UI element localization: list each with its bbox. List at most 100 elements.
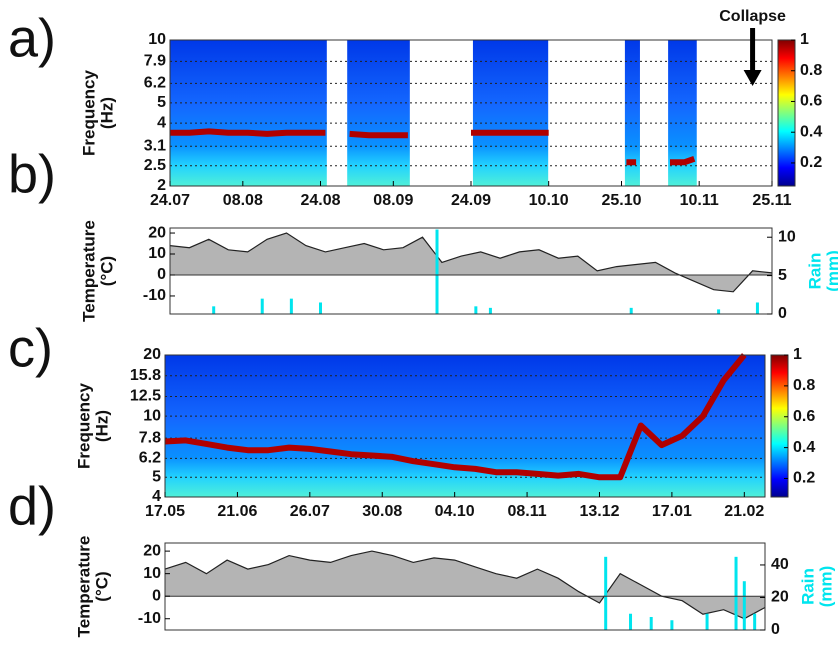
y-tick-label: 7.8 (139, 429, 161, 446)
panel-label: b) (8, 144, 56, 204)
rain-bar (705, 613, 709, 630)
axis-label: Rain (805, 253, 824, 290)
rain-bar (742, 581, 746, 630)
rain-bar (604, 556, 608, 630)
y-tick-label: 4 (152, 488, 161, 505)
panel-label: d) (8, 476, 56, 536)
y-tick-label: 12.5 (130, 388, 161, 405)
x-tick-label: 08.09 (373, 192, 413, 209)
x-tick-label: 17.01 (652, 503, 692, 520)
spectrogram-segment (624, 40, 640, 186)
y-tick-label: -10 (143, 287, 166, 304)
temperature-line (169, 232, 773, 293)
rain-bar (717, 309, 721, 314)
y-tick-label: 20 (148, 224, 166, 241)
x-tick-label: 24.09 (451, 192, 491, 209)
y-tick-label: -10 (138, 610, 161, 627)
plot-frame (169, 227, 773, 315)
colorbar-tick-label: 0.2 (800, 154, 822, 171)
rain-bar (649, 616, 653, 630)
panel-label: c) (8, 318, 53, 378)
axis-label: (°C) (97, 256, 116, 286)
y-tick-label: 6.2 (144, 75, 166, 92)
x-tick-label: 24.08 (300, 192, 340, 209)
y-tick-label: 0 (152, 587, 161, 604)
axis-label: (mm) (823, 250, 838, 292)
axis-label: (Hz) (97, 97, 116, 129)
y-tick-label: 5 (152, 469, 161, 486)
colorbar-tick-label: 0.4 (793, 439, 815, 456)
x-tick-label: 24.07 (150, 192, 190, 209)
rain-bar (629, 613, 633, 630)
rain-bar (212, 306, 216, 314)
y-tick-label: 15.8 (130, 367, 161, 384)
y2-tick-label: 5 (778, 267, 787, 284)
x-tick-label: 04.10 (435, 503, 475, 520)
axis-label: (mm) (816, 566, 835, 608)
y-tick-label: 6.2 (139, 450, 161, 467)
temperature-area (165, 551, 765, 619)
y2-tick-label: 0 (771, 621, 780, 638)
x-tick-label: 25.11 (752, 192, 791, 209)
panel-label: a) (8, 8, 56, 68)
y-tick-label: 10 (148, 31, 166, 48)
y2-tick-label: 10 (778, 228, 796, 245)
colorbar-tick-label: 1 (800, 31, 809, 48)
rain-bar (755, 302, 759, 314)
y-tick-label: 3.1 (144, 137, 166, 154)
x-tick-label: 08.08 (223, 192, 263, 209)
y-tick-label: 4 (157, 114, 166, 131)
spectrogram (165, 355, 765, 497)
colorbar-tick-label: 0.6 (793, 408, 815, 425)
spectrogram-segment (472, 40, 549, 186)
x-tick-label: 26.07 (290, 503, 330, 520)
axis-label: Temperature (79, 220, 98, 322)
plot-frame (164, 542, 766, 631)
x-tick-label: 17.05 (145, 503, 185, 520)
rain-bar (488, 307, 492, 314)
spectrogram-segment (170, 40, 327, 186)
rain-bar (670, 620, 674, 630)
y-tick-label: 20 (143, 346, 161, 363)
annotation: Collapse (719, 8, 786, 25)
y-tick-label: 10 (143, 565, 161, 582)
axis-label: Frequency (74, 382, 93, 469)
y-tick-label: 0 (157, 266, 166, 283)
rain-bar (734, 556, 738, 630)
spectrogram-segment (347, 40, 410, 186)
x-tick-label: 10.10 (529, 192, 569, 209)
axis-label: Temperature (74, 536, 93, 638)
temperature-line (164, 550, 766, 620)
colorbar-tick-label: 1 (793, 346, 802, 363)
colorbar-tick-label: 0.8 (793, 377, 815, 394)
axis-label: (°C) (92, 571, 111, 601)
annotation-arrowhead (743, 70, 762, 86)
y2-tick-label: 0 (778, 305, 787, 322)
rain-bar (319, 302, 322, 314)
rain-bar (753, 613, 757, 630)
axis-label: (Hz) (92, 410, 111, 442)
x-tick-label: 21.02 (724, 503, 764, 520)
y-tick-label: 7.9 (144, 53, 166, 70)
colorbar (777, 39, 796, 187)
x-tick-label: 21.06 (217, 503, 257, 520)
temperature-area (170, 233, 772, 292)
y2-tick-label: 40 (771, 556, 789, 573)
colorbar-tick-label: 0.6 (800, 93, 822, 110)
colorbar-tick-label: 0.8 (800, 62, 822, 79)
x-tick-label: 30.08 (362, 503, 402, 520)
y-tick-label: 2 (157, 177, 166, 194)
x-tick-label: 10.11 (680, 192, 719, 209)
axis-label: Frequency (79, 69, 98, 156)
x-tick-label: 13.12 (579, 503, 619, 520)
plot-frame (164, 354, 766, 498)
colorbar (770, 354, 789, 498)
x-tick-label: 25.10 (601, 192, 641, 209)
peak-frequency-line (164, 353, 747, 481)
peak-frequency-line (170, 128, 696, 166)
x-tick-label: 08.11 (507, 503, 546, 520)
y-tick-label: 5 (157, 94, 166, 111)
rain-bar (629, 307, 633, 314)
y2-tick-label: 20 (771, 589, 789, 606)
